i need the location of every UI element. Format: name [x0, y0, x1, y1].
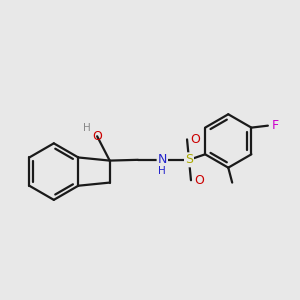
- Text: F: F: [272, 119, 279, 132]
- Text: O: O: [191, 133, 201, 146]
- Text: O: O: [92, 130, 102, 143]
- Text: N: N: [158, 153, 167, 166]
- Text: H: H: [158, 166, 165, 176]
- Text: H: H: [83, 123, 91, 133]
- Text: S: S: [185, 153, 193, 166]
- Text: O: O: [195, 174, 205, 187]
